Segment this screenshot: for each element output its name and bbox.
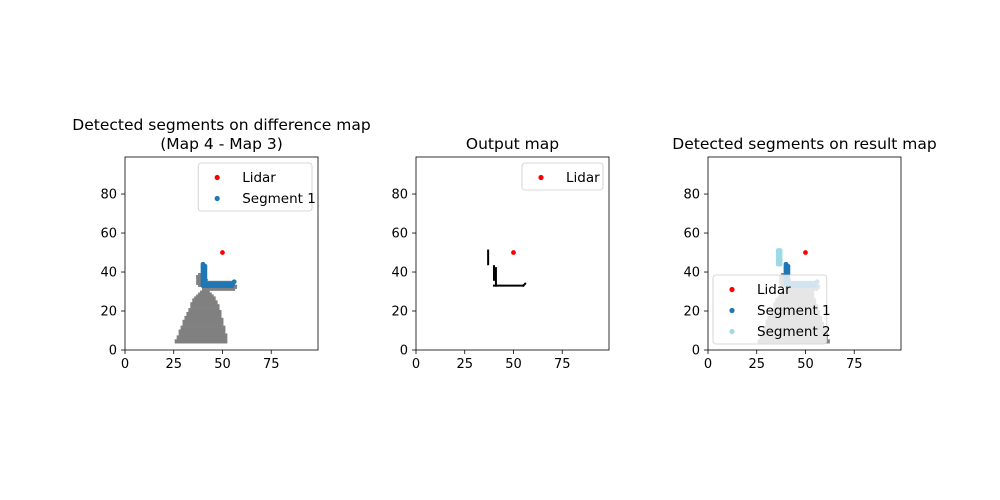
occupied-cells-row-19 [186, 313, 222, 317]
legend-label: Lidar [242, 170, 276, 186]
chart-panel-1: 0 25 50 75 0 20 40 60 80 Detected segments on dif… [72, 116, 370, 372]
x-tick-label: 75 [554, 357, 571, 372]
legend-marker-segment-1 [214, 195, 220, 202]
series-lidar [220, 250, 225, 255]
legend: Lidar [521, 162, 604, 191]
y-tick-label: 20 [391, 305, 408, 320]
y-tick-label: 60 [100, 227, 117, 242]
occupied-cells-row-20 [186, 311, 222, 315]
point-segment-2-15 [777, 248, 783, 253]
legend-marker-lidar [214, 174, 220, 181]
legend-label: Segment 1 [757, 303, 831, 319]
output-lines [487, 249, 527, 288]
occupied-cells-row-8 [176, 335, 228, 338]
legend-box [712, 274, 828, 345]
point-lidar-0 [803, 250, 808, 255]
occupied-cells-row-13 [180, 325, 226, 328]
occupied-cells-row-21 [188, 310, 222, 313]
occupied-cells-row-23 [190, 306, 220, 309]
series-lidar [511, 250, 516, 255]
y-tick-label: 80 [100, 188, 117, 203]
occupied-cells-row-16 [182, 319, 224, 323]
y-tick-label: 60 [683, 227, 700, 242]
occupied-cells-row-17 [184, 317, 224, 321]
point-lidar-0 [511, 250, 516, 255]
y-tick-label: 0 [109, 344, 117, 359]
x-tick-label: 25 [456, 357, 473, 372]
legend-label: Segment 2 [757, 324, 831, 340]
y-tick-label: 60 [391, 227, 408, 242]
occupied-cells-row-30 [198, 292, 212, 295]
occupied-cells-row-5 [174, 341, 228, 344]
y-tick-label: 40 [100, 266, 117, 281]
chart-panel-3: 0 25 50 75 0 20 40 60 80 Detected segments on res… [672, 135, 936, 372]
point-segment-1-32 [231, 279, 237, 285]
x-tick-label: 0 [704, 357, 712, 372]
x-tick-label: 75 [846, 357, 863, 372]
occupied-cells-row-29 [196, 294, 214, 297]
legend-label: Lidar [566, 170, 600, 186]
point-lidar-0 [220, 250, 225, 255]
y-tick-label: 0 [692, 344, 700, 359]
occupied-cells-row-9 [178, 333, 228, 336]
y-tick-label: 20 [100, 305, 117, 320]
y-tick-label: 0 [400, 344, 408, 359]
x-tick-label: 25 [748, 357, 765, 372]
legend-label: Lidar [757, 282, 791, 298]
legend-marker-lidar [729, 286, 735, 293]
chart-panel-2: 0 25 50 75 0 20 40 60 80 Output map Lidar [391, 135, 610, 372]
occupied-cells-row-28 [194, 296, 216, 299]
x-tick-label: 75 [263, 357, 280, 372]
plot-frame [707, 156, 902, 351]
occupied-cells-row-22 [188, 308, 220, 311]
x-tick-label: 50 [505, 357, 522, 372]
legend-box [197, 162, 313, 212]
plot-frame [124, 156, 319, 351]
legend-marker-lidar [538, 174, 544, 181]
series-segment-2 [775, 248, 783, 267]
legend-marker-segment-2 [729, 328, 735, 335]
y-tick-label: 40 [683, 266, 700, 281]
legend-box [521, 162, 604, 191]
x-tick-label: 0 [412, 357, 420, 372]
point-segment-1-51 [200, 261, 206, 267]
legend-marker-segment-1 [729, 307, 735, 314]
x-tick-label: 0 [121, 357, 129, 372]
occupied-cells-row-12 [180, 327, 226, 330]
occupied-cells-row-24 [190, 304, 220, 307]
series-segment-1 [200, 261, 237, 289]
output-line-2 [521, 282, 527, 288]
chart-title: Detected segments on difference map [72, 116, 370, 134]
occupied-cells-row-6 [174, 339, 228, 342]
legend-label: Segment 1 [242, 191, 316, 207]
plot-frame [415, 156, 610, 351]
occupied-cells-row-18 [184, 315, 222, 319]
chart-title: Detected segments on result map [672, 135, 936, 153]
chart-title: Output map [466, 135, 559, 153]
point-segment-1-51 [783, 261, 789, 267]
occupied-cells-row-7 [176, 337, 228, 340]
y-tick-label: 20 [683, 305, 700, 320]
x-tick-label: 50 [214, 357, 231, 372]
occupied-cells-row-31 [200, 290, 210, 293]
legend: Lidar Segment 1 [197, 162, 316, 212]
x-tick-label: 50 [797, 357, 814, 372]
occupied-cells-row-11 [178, 329, 226, 332]
y-tick-label: 40 [391, 266, 408, 281]
series-lidar [803, 250, 808, 255]
occupied-cells-row-15 [182, 321, 224, 324]
occupied-cells-row-14 [182, 323, 224, 326]
occupied-cells-row-27 [192, 298, 216, 301]
legend: Lidar Segment 1 Segment 2 [712, 274, 831, 345]
y-tick-label: 80 [391, 188, 408, 203]
x-tick-label: 25 [165, 357, 182, 372]
occupied-cells-row-26 [192, 300, 218, 303]
occupied-cells-row-10 [178, 331, 226, 334]
occupied-cells-row-25 [190, 302, 218, 305]
y-tick-label: 80 [683, 188, 700, 203]
occupied-cells-row-32 [202, 288, 236, 291]
chart-title: (Map 4 - Map 3) [160, 135, 283, 153]
